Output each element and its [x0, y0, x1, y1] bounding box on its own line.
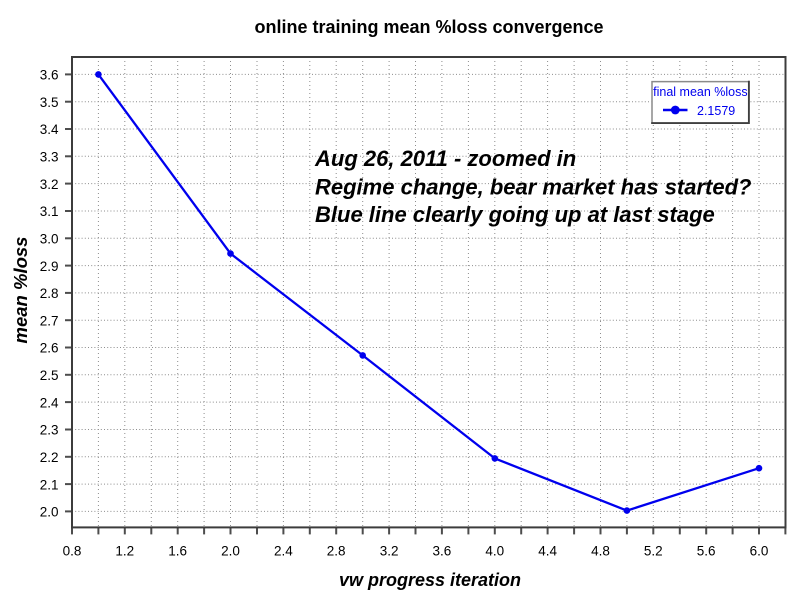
- svg-text:2.7: 2.7: [40, 313, 59, 328]
- svg-text:mean %loss: mean %loss: [10, 237, 31, 344]
- svg-text:Aug 26, 2011 - zoomed in: Aug 26, 2011 - zoomed in: [314, 146, 576, 171]
- svg-text:5.2: 5.2: [644, 544, 663, 559]
- svg-text:2.3: 2.3: [40, 423, 59, 438]
- svg-text:1.6: 1.6: [168, 544, 187, 559]
- svg-text:3.0: 3.0: [40, 232, 59, 247]
- svg-text:3.5: 3.5: [40, 95, 59, 110]
- svg-text:3.2: 3.2: [380, 544, 399, 559]
- svg-text:2.6: 2.6: [40, 341, 59, 356]
- svg-text:6.0: 6.0: [750, 544, 769, 559]
- svg-text:5.6: 5.6: [697, 544, 716, 559]
- svg-text:4.0: 4.0: [485, 544, 504, 559]
- svg-text:final mean %loss: final mean %loss: [653, 85, 748, 99]
- svg-text:2.0: 2.0: [40, 505, 59, 520]
- svg-text:3.2: 3.2: [40, 177, 59, 192]
- svg-text:4.4: 4.4: [538, 544, 557, 559]
- svg-text:2.5: 2.5: [40, 368, 59, 383]
- svg-text:3.1: 3.1: [40, 204, 59, 219]
- svg-text:2.1: 2.1: [40, 477, 59, 492]
- svg-text:2.1579: 2.1579: [697, 104, 735, 118]
- svg-text:3.6: 3.6: [40, 68, 59, 83]
- svg-text:3.3: 3.3: [40, 150, 59, 165]
- svg-text:2.4: 2.4: [40, 395, 59, 410]
- svg-text:2.4: 2.4: [274, 544, 293, 559]
- svg-text:3.4: 3.4: [40, 122, 59, 137]
- svg-text:2.8: 2.8: [40, 286, 59, 301]
- svg-text:vw progress iteration: vw progress iteration: [339, 570, 521, 590]
- svg-text:2.8: 2.8: [327, 544, 346, 559]
- svg-text:2.9: 2.9: [40, 259, 59, 274]
- svg-text:2.0: 2.0: [221, 544, 240, 559]
- svg-text:online training mean %loss con: online training mean %loss convergence: [254, 17, 603, 37]
- svg-text:0.8: 0.8: [63, 544, 82, 559]
- svg-text:3.6: 3.6: [433, 544, 452, 559]
- svg-text:2.2: 2.2: [40, 450, 59, 465]
- svg-text:Blue line clearly going up at: Blue line clearly going up at last stage: [315, 202, 715, 227]
- svg-text:4.8: 4.8: [591, 544, 610, 559]
- svg-text:1.2: 1.2: [115, 544, 134, 559]
- svg-text:Regime change, bear market has: Regime change, bear market has started?: [315, 175, 752, 200]
